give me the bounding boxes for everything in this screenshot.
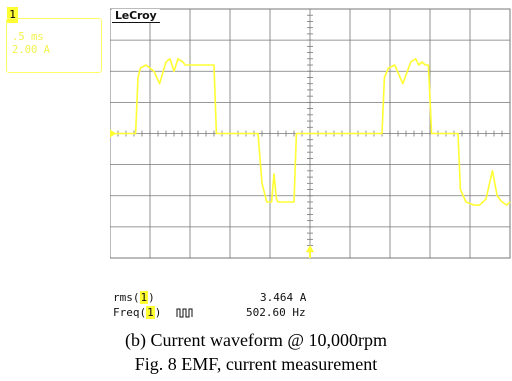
- figure-caption: Fig. 8 EMF, current measurement: [134, 354, 378, 374]
- oscilloscope-display: [110, 8, 511, 259]
- rms-value: 3.464 A: [260, 291, 307, 304]
- rms-label: rms(: [113, 291, 140, 304]
- scale-readout: 2.00 A: [12, 44, 50, 56]
- freq-value: 502.60 Hz: [246, 306, 306, 319]
- trigger-marker-icon: [306, 245, 314, 258]
- timebase-readout: .5 ms: [12, 31, 44, 43]
- square-pulse-icon: [176, 308, 193, 318]
- rms-channel-indicator: 1: [139, 291, 149, 304]
- rms-close: ): [148, 291, 155, 304]
- channel-info-box[interactable]: .5 ms 2.00 A: [6, 18, 102, 73]
- brand-logo: LeCroy: [112, 9, 160, 23]
- current-waveform-line: [110, 58, 511, 206]
- freq-close: ): [154, 306, 162, 319]
- freq-channel-indicator: 1: [146, 306, 155, 319]
- rms-measurement-label[interactable]: rms(1): [113, 291, 155, 304]
- freq-measurement-label[interactable]: Freq(1): [113, 306, 161, 319]
- waveform-trace: [110, 58, 511, 206]
- freq-label: Freq(: [113, 306, 147, 319]
- subfigure-caption: (b) Current waveform @ 10,000rpm: [124, 330, 387, 350]
- channel-1-badge[interactable]: 1: [7, 7, 18, 23]
- ground-level-marker-icon: [110, 129, 116, 138]
- graticule-grid: [110, 8, 511, 259]
- markers: [110, 129, 314, 258]
